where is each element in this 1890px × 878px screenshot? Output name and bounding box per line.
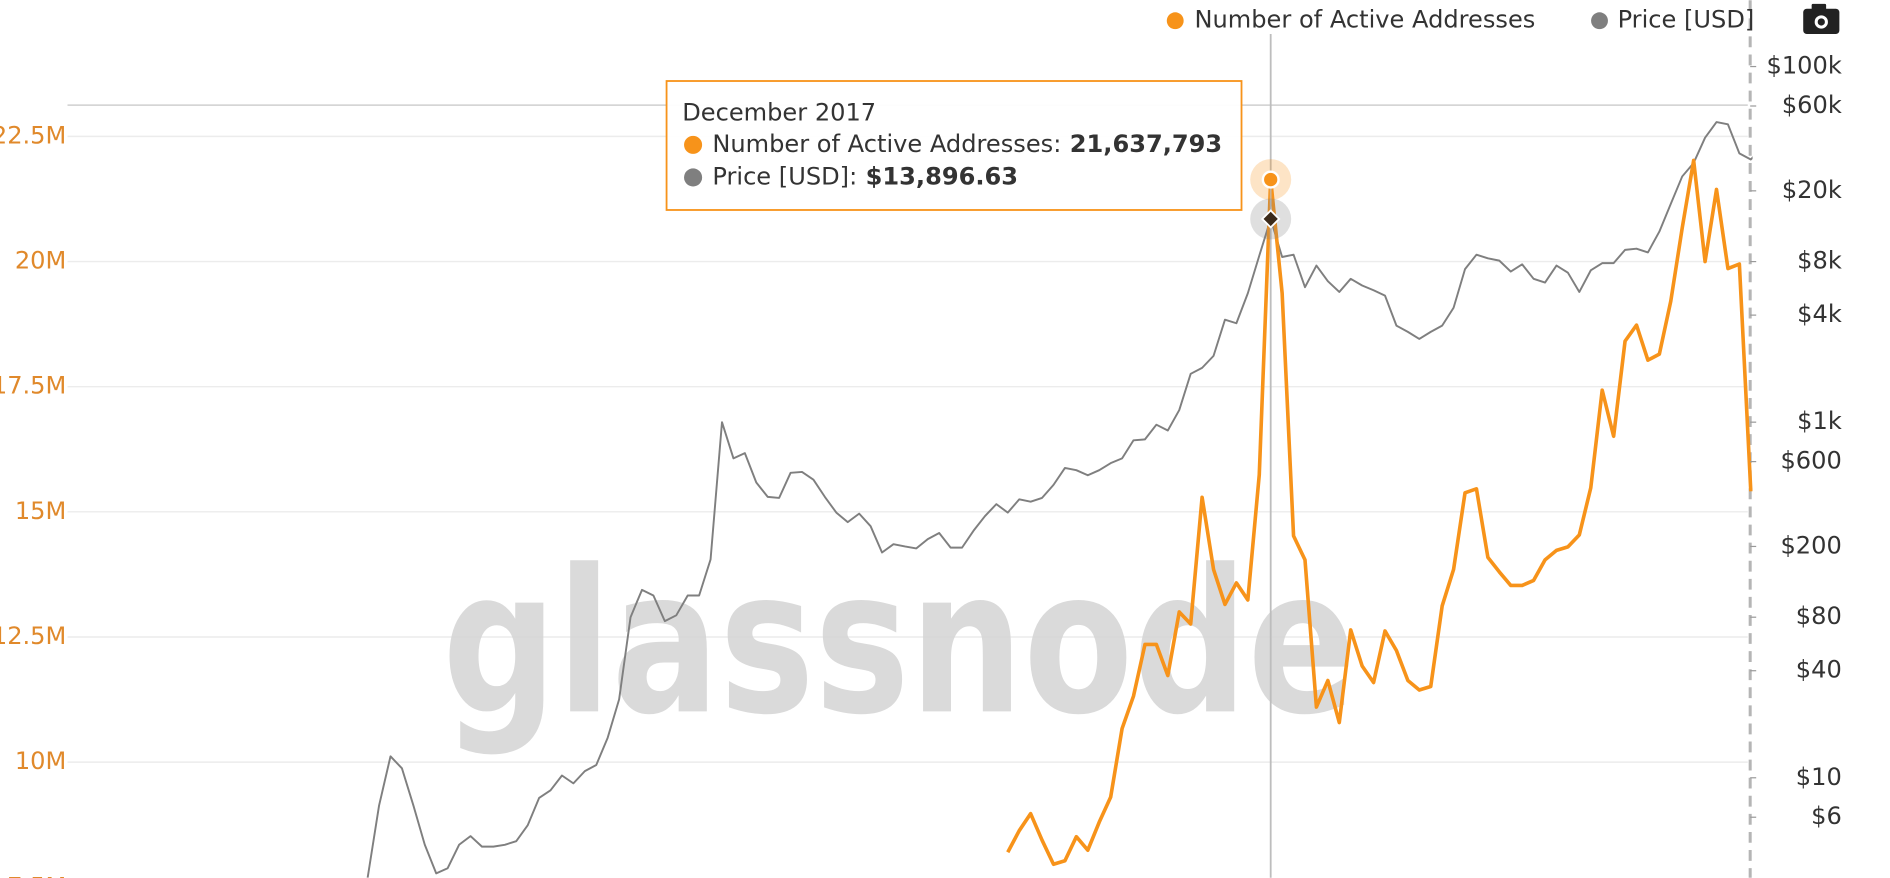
y2-tick-label: $10 xyxy=(1796,763,1842,791)
y2-tick-label: $40 xyxy=(1796,656,1842,684)
tooltip-row: Number of Active Addresses: 21,637,793 xyxy=(712,130,1222,158)
hover-marker xyxy=(1261,170,1280,189)
tooltip-title: December 2017 xyxy=(682,99,876,127)
grid xyxy=(67,135,1748,763)
series-line xyxy=(1006,158,1753,867)
y2-tick-label: $20k xyxy=(1782,176,1842,204)
y-tick-label: 17.5M xyxy=(0,372,66,400)
tooltip-marker xyxy=(684,168,703,187)
legend: Number of Active Addresses Price [USD] xyxy=(1166,6,1755,34)
y-tick-label: 20M xyxy=(15,247,66,275)
legend-marker[interactable] xyxy=(1166,12,1184,30)
hover-layer xyxy=(1250,33,1292,878)
tooltip-box xyxy=(665,80,1243,211)
tooltip-value: $13,896.63 xyxy=(866,162,1018,190)
y-tick-label: 7.5M xyxy=(7,872,66,878)
y2-tick-label: $4k xyxy=(1797,300,1842,328)
axes: 22.5M 20M 17.5M 15M 12.5M 10M 7.5M $100k $60k $20… xyxy=(0,52,1842,878)
hover-marker xyxy=(1260,209,1281,229)
y2-tick-label: $6 xyxy=(1811,802,1842,830)
camera-top[interactable] xyxy=(1811,3,1827,12)
y2-tick-label: $200 xyxy=(1780,531,1841,559)
legend-label[interactable]: Price [USD] xyxy=(1618,6,1755,34)
camera-button[interactable] xyxy=(1803,3,1840,34)
legend-marker[interactable] xyxy=(1591,12,1608,30)
tooltip: December 2017 Number of Active Addresses:… xyxy=(665,80,1243,211)
y2-tick-label: $100k xyxy=(1767,52,1842,80)
y2-tick-label: $1k xyxy=(1797,407,1842,435)
y-tick-label: 22.5M xyxy=(0,121,66,149)
plot-area xyxy=(366,121,1753,878)
y2-tick-label: $80 xyxy=(1796,602,1842,630)
series-line xyxy=(366,121,1753,878)
tooltip-label: Price [USD]: xyxy=(712,162,857,190)
tooltip-value: 21,637,793 xyxy=(1070,130,1222,158)
y2-tick-label: $60k xyxy=(1782,91,1842,119)
y2-tick-label: $8k xyxy=(1797,247,1842,275)
y2-tick-label: $600 xyxy=(1780,447,1841,475)
tooltip-row: Price [USD]: $13,896.63 xyxy=(712,162,1018,190)
watermark: glassnode xyxy=(442,526,1356,758)
tooltip-marker xyxy=(684,135,703,154)
camera-lens-inner[interactable] xyxy=(1817,18,1825,26)
y-tick-label: 10M xyxy=(15,747,66,775)
tooltip-label: Number of Active Addresses: xyxy=(712,130,1061,158)
legend-label[interactable]: Number of Active Addresses xyxy=(1195,6,1536,34)
y-tick-label: 12.5M xyxy=(0,622,66,650)
y-tick-label: 15M xyxy=(15,497,66,525)
